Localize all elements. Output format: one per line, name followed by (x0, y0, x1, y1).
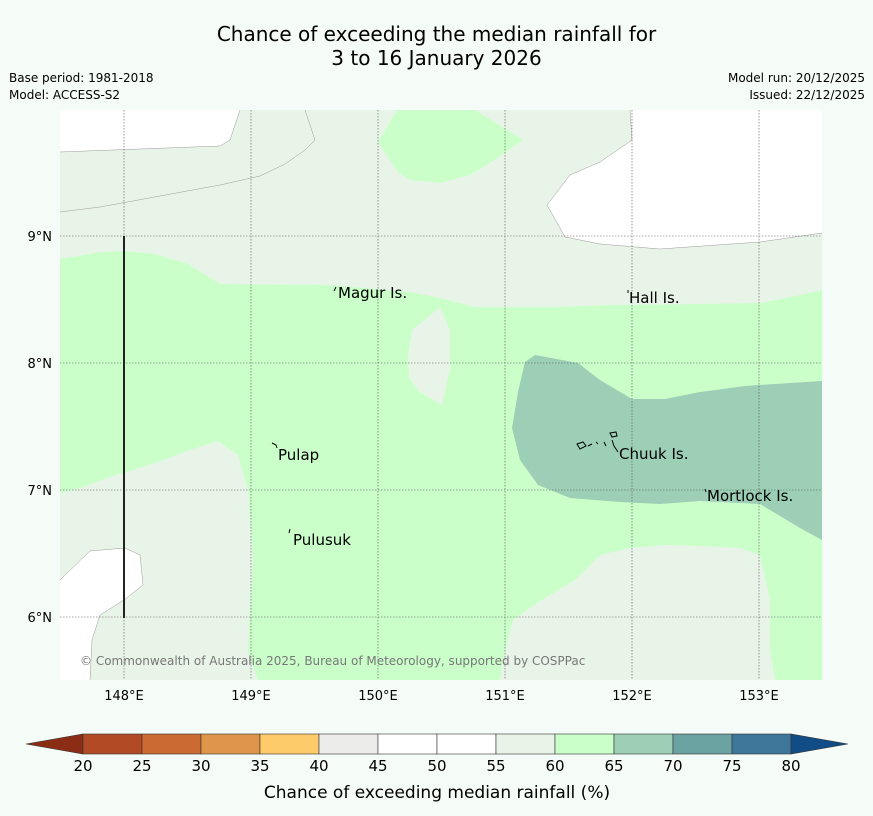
cb-tick-70: 70 (663, 757, 682, 775)
title-line-2: 3 to 16 January 2026 (331, 46, 542, 70)
base-period-text: Base period: 1981-2018 (9, 71, 154, 85)
colorbar-segment-4 (259, 733, 320, 755)
island-markers (271, 286, 707, 534)
band-60-65 (60, 251, 822, 680)
colorbar-segment-7 (436, 733, 497, 755)
model-run-text: Model run: 20/12/2025 (727, 71, 865, 85)
band-55-60-hole (408, 307, 450, 405)
colorbar-segment-5 (318, 733, 379, 755)
lon-label-148e: 148°E (104, 689, 144, 704)
lon-label-151e: 151°E (485, 689, 525, 704)
place-pulap: Pulap (278, 446, 319, 464)
lon-labels: 148°E 149°E 150°E 151°E 152°E 153°E (104, 689, 779, 704)
lon-label-150e: 150°E (358, 689, 398, 704)
colorbar-segment-6 (377, 733, 438, 755)
pulap-island-marker (271, 442, 278, 449)
cb-tick-40: 40 (309, 757, 328, 775)
place-pulusuk: Pulusuk (293, 531, 351, 549)
colorbar-segment-2 (141, 733, 202, 755)
colorbar-segment-12 (731, 733, 792, 755)
copyright-text: © Commonwealth of Australia 2025, Bureau… (80, 654, 585, 668)
lon-label-153e: 153°E (739, 689, 779, 704)
issued-text: Issued: 22/12/2025 (749, 88, 865, 102)
colorbar-segment-1 (82, 733, 143, 755)
model-text: Model: ACCESS-S2 (9, 88, 121, 102)
lon-label-149e: 149°E (231, 689, 271, 704)
band-60-65-north (378, 110, 523, 183)
place-labels: Magur Is. Hall Is. Pulap Chuuk Is. Mortl… (278, 284, 793, 549)
band-65-70 (512, 355, 822, 540)
cb-tick-80: 80 (781, 757, 800, 775)
cb-tick-75: 75 (722, 757, 741, 775)
chuuk-lagoon-marker (576, 431, 619, 453)
place-magur: Magur Is. (338, 284, 407, 302)
cb-tick-30: 30 (191, 757, 210, 775)
meta-left: Base period: 1981-2018 Model: ACCESS-S2 (9, 70, 154, 104)
cb-tick-45: 45 (368, 757, 387, 775)
meta-right: Model run: 20/12/2025 Issued: 22/12/2025 (728, 70, 865, 104)
place-hall: Hall Is. (629, 289, 680, 307)
lat-label-7n: 7°N (28, 484, 53, 499)
white-region-ne (547, 110, 822, 249)
map-title: Chance of exceeding the median rainfall … (0, 22, 873, 70)
lon-label-152e: 152°E (612, 689, 652, 704)
lat-label-9n: 9°N (28, 230, 53, 245)
cb-tick-35: 35 (250, 757, 269, 775)
colorbar-segment-13 (790, 733, 849, 755)
pulusuk-island-marker (288, 528, 291, 534)
place-mortlock: Mortlock Is. (707, 487, 793, 505)
mortlock-island-marker (704, 488, 707, 493)
white-region-nw (60, 110, 240, 152)
cb-tick-25: 25 (132, 757, 151, 775)
colorbar (25, 733, 849, 755)
colorbar-tick-labels: 20 25 30 35 40 45 50 55 60 65 70 75 80 (73, 757, 800, 775)
colorbar-segment-10 (613, 733, 674, 755)
cb-tick-20: 20 (73, 757, 92, 775)
colorbar-segment-3 (200, 733, 261, 755)
colorbar-segment-0 (25, 733, 84, 755)
cb-tick-50: 50 (427, 757, 446, 775)
magur-island-marker (333, 286, 337, 292)
cb-tick-55: 55 (486, 757, 505, 775)
cb-tick-60: 60 (545, 757, 564, 775)
colorbar-segment-8 (495, 733, 556, 755)
colorbar-title: Chance of exceeding median rainfall (%) (264, 783, 610, 803)
lat-label-8n: 8°N (28, 357, 53, 372)
lat-labels: 9°N 8°N 7°N 6°N (28, 230, 53, 626)
lat-label-6n: 6°N (28, 611, 53, 626)
cb-tick-65: 65 (604, 757, 623, 775)
place-chuuk: Chuuk Is. (619, 445, 688, 463)
colorbar-segment-11 (672, 733, 733, 755)
title-line-1: Chance of exceeding the median rainfall … (216, 22, 657, 46)
contour-lines (60, 110, 822, 680)
colorbar-segment-9 (554, 733, 615, 755)
rainfall-map (60, 110, 822, 680)
